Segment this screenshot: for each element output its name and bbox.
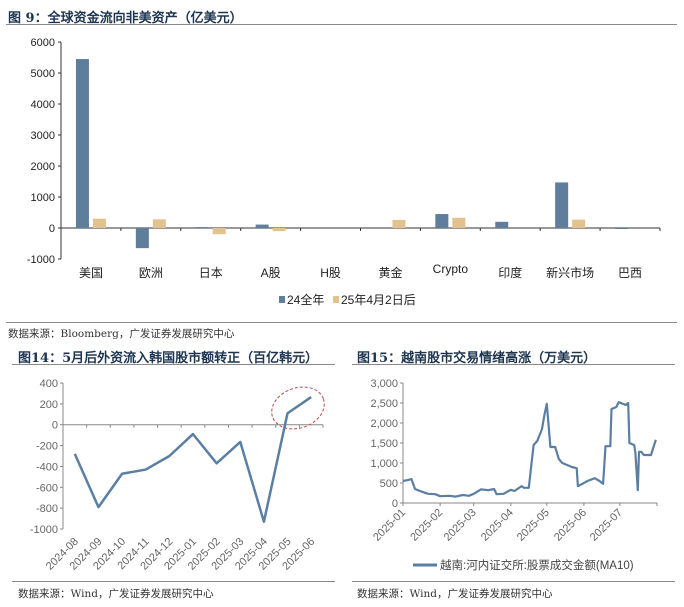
- c1-y-tick-label: 6000: [31, 37, 55, 49]
- c3-y-tick-label: 500: [380, 478, 398, 490]
- c3-legend-label: 越南:河内证交所:股票成交金额(MA10): [440, 558, 634, 572]
- c1-bar-25: [572, 219, 586, 228]
- c2-y-tick-label: 200: [40, 399, 58, 411]
- c3-x-tick-label: 2025-02: [408, 507, 445, 544]
- c1-category-label: 美国: [79, 266, 103, 280]
- c1-y-tick-label: 4000: [31, 99, 55, 111]
- c1-category-label: Crypto: [433, 262, 469, 276]
- c1-bar-24: [555, 182, 569, 228]
- c1-bar-25: [92, 218, 106, 228]
- c1-category-label: A股: [261, 266, 281, 280]
- c1-category-label: H股: [320, 266, 341, 280]
- c2-y-tick-label: 400: [40, 378, 58, 390]
- c2-highlight-ellipse: [271, 386, 325, 430]
- c1-y-tick-label: 3000: [31, 130, 55, 142]
- c3-x-tick-label: 2025-05: [515, 507, 552, 544]
- c1-bar-25: [452, 217, 466, 228]
- c3-x-tick-label: 2025-06: [552, 507, 589, 544]
- c1-bar-24: [615, 228, 629, 229]
- c2-y-tick-label: -200: [36, 441, 58, 453]
- chart3-bottom-rule: [352, 581, 675, 582]
- c2-series-line: [73, 396, 312, 523]
- c2-y-tick-label: -800: [36, 503, 58, 515]
- c1-category-label: 新兴市场: [546, 265, 594, 280]
- c3-x-tick-label: 2025-04: [479, 507, 516, 544]
- chart3-title-rule: [352, 364, 675, 365]
- c3-series-line: [402, 401, 657, 498]
- c1-y-tick-label: 1000: [31, 192, 55, 204]
- chart1-source: 数据来源：Bloomberg，广发证券发展研究中心: [8, 328, 235, 340]
- c1-legend-label: 24全年: [287, 292, 324, 307]
- c1-legend-swatch: [279, 296, 285, 303]
- chart2-title-rule: [12, 364, 335, 365]
- c1-y-tick-label: 5000: [31, 68, 55, 80]
- c1-y-tick-label: 0: [49, 223, 55, 235]
- c1-bar-24: [135, 228, 149, 249]
- c3-y-tick-label: 1,500: [370, 438, 398, 450]
- chart3-title: 图15：越南股市交易情绪高涨（万美元）: [357, 351, 597, 366]
- c1-legend-label: 25年4月2日后: [341, 293, 416, 307]
- chart3-source: 数据来源：Wind，广发证券发展研究中心: [357, 588, 553, 600]
- c3-y-tick-label: 0: [392, 498, 398, 510]
- c1-legend-swatch: [333, 296, 339, 303]
- c1-bar-24: [195, 227, 209, 229]
- c1-bar-24: [435, 214, 449, 228]
- chart1-bottom-rule: [6, 322, 677, 323]
- c1-bar-25: [272, 228, 286, 232]
- c3-y-tick-label: 1,000: [370, 458, 398, 470]
- c2-y-tick-label: -400: [36, 461, 58, 473]
- c1-y-tick-label: 2000: [31, 161, 55, 173]
- c3-x-tick-label: 2025-07: [588, 507, 625, 544]
- c1-bar-25: [212, 228, 226, 235]
- c2-y-tick-label: -600: [36, 482, 58, 494]
- c3-y-tick-label: 3,000: [370, 378, 398, 390]
- c1-category-label: 欧洲: [139, 266, 163, 280]
- chart1-title: 图 9：全球资金流向非美资产（亿美元）: [8, 11, 243, 26]
- chart2-title: 图14：5月后外资流入韩国股市额转正（百亿韩元）: [18, 351, 319, 366]
- c2-y-tick-label: -1000: [30, 524, 58, 536]
- c1-category-label: 黄金: [378, 265, 402, 280]
- c3-y-tick-label: 2,000: [370, 418, 398, 430]
- c1-bar-25: [152, 219, 166, 228]
- c1-y-tick-label: -1000: [27, 254, 55, 266]
- chart2-source: 数据来源：Wind，广发证券发展研究中心: [18, 588, 214, 600]
- c3-x-tick-label: 2025-03: [442, 507, 479, 544]
- c1-category-label: 印度: [498, 265, 522, 280]
- chart1-title-rule: [6, 24, 677, 25]
- c3-y-tick-label: 2,500: [370, 398, 398, 410]
- chart2-bottom-rule: [12, 581, 335, 582]
- c3-x-tick-label: 2025-01: [371, 507, 408, 544]
- c1-category-label: 巴西: [618, 266, 642, 280]
- c1-category-label: 日本: [199, 266, 223, 280]
- c1-bar-24: [495, 221, 509, 228]
- c1-bar-25: [392, 219, 406, 228]
- c1-bar-24: [75, 59, 89, 228]
- c2-y-tick-label: 0: [52, 420, 58, 432]
- c1-bar-24: [255, 224, 269, 228]
